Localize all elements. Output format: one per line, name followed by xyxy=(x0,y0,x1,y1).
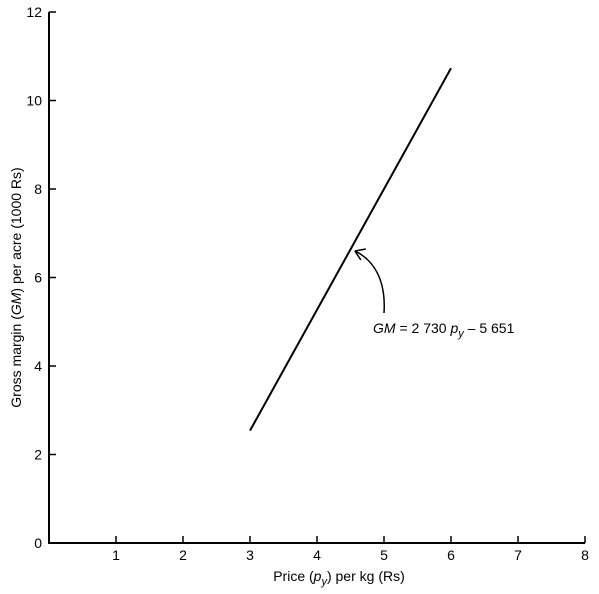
y-tick-label: 2 xyxy=(34,447,42,463)
x-tick-label: 8 xyxy=(581,547,589,563)
annotation-arrow xyxy=(354,250,385,314)
y-axis-title-var: GM xyxy=(8,292,24,315)
y-tick-label: 8 xyxy=(34,181,42,197)
axes xyxy=(48,12,585,544)
y-axis-title-suffix: ) per acre (1000 Rs) xyxy=(8,167,24,292)
series-layer xyxy=(249,67,452,432)
equation-annotation: GM = 2 730 py – 5 651 xyxy=(373,320,515,340)
x-axis-title-sub: y xyxy=(320,576,328,588)
annotation-layer xyxy=(354,248,385,314)
equation-sub: y xyxy=(457,328,465,340)
x-axis-title-suffix: ) per kg (Rs) xyxy=(327,568,405,584)
equation-eq: = 2 730 xyxy=(396,320,451,336)
x-tick-label: 5 xyxy=(380,547,388,563)
equation-rest: – 5 651 xyxy=(464,320,515,336)
x-tick-label: 2 xyxy=(179,547,187,563)
y-tick-label: 0 xyxy=(34,535,42,551)
x-tick-label: 3 xyxy=(246,547,254,563)
x-tick-label: 7 xyxy=(514,547,522,563)
y-axis-title-prefix: Gross margin ( xyxy=(8,315,24,408)
y-tick-label: 6 xyxy=(34,270,42,286)
x-axis-title-prefix: Price ( xyxy=(273,568,314,584)
equation-var: GM xyxy=(373,320,396,336)
equation-p: p xyxy=(449,320,458,336)
x-tick-label: 4 xyxy=(313,547,321,563)
x-axis-title-var: p xyxy=(313,568,322,584)
y-axis-title: Gross margin (GM) per acre (1000 Rs) xyxy=(8,167,24,407)
y-tick-label: 10 xyxy=(26,93,42,109)
y-tick-label: 12 xyxy=(26,4,42,20)
series-line xyxy=(249,67,452,432)
y-tick-label: 4 xyxy=(34,358,42,374)
x-tick-label: 6 xyxy=(447,547,455,563)
annotation-arrowhead xyxy=(354,248,366,261)
x-axis-title: Price (py) per kg (Rs) xyxy=(273,568,405,588)
x-tick-label: 1 xyxy=(112,547,120,563)
